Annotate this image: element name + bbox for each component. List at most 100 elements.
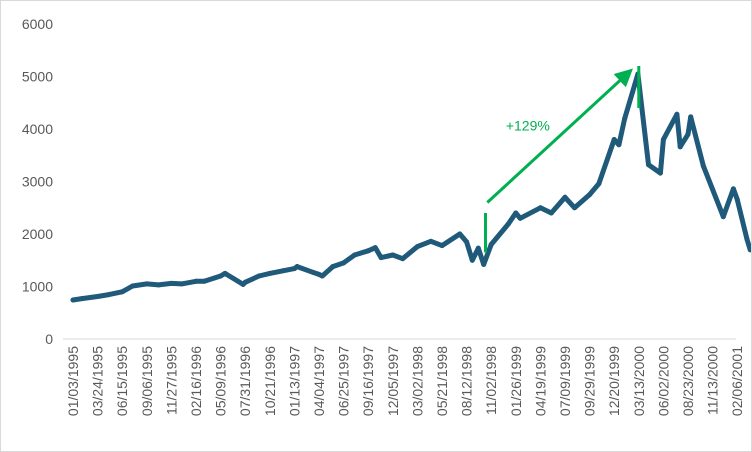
x-tick-label: 11/02/1998 [483,346,499,415]
data-point [378,255,384,261]
data-point [611,137,617,142]
series-line [70,71,751,303]
data-point [596,181,602,187]
data-point [660,137,666,142]
x-tick-label: 12/05/1997 [385,346,401,416]
data-point [428,238,434,244]
data-point [218,273,224,279]
data-point [677,144,683,150]
data-point [688,114,694,120]
y-tick-label: 4000 [22,121,53,137]
annotation-layer: +129% [484,66,641,253]
y-tick-label: 1000 [22,279,53,295]
data-point [95,293,101,299]
x-tick-label: 06/15/1995 [114,346,130,416]
data-point [130,283,136,289]
x-tick-label: 09/06/1995 [139,346,155,416]
x-tick-label: 02/06/2001 [729,346,745,416]
y-tick-label: 6000 [22,16,53,32]
x-tick-label: 09/16/1997 [360,346,376,416]
data-point [201,278,207,284]
x-tick-label: 10/21/1996 [262,346,278,416]
data-point [372,245,378,251]
data-point [144,281,150,287]
arrow-icon [486,68,633,204]
data-point [352,252,358,258]
data-point [517,215,523,221]
x-tick-label: 01/26/1999 [508,346,524,416]
data-point [657,170,663,176]
x-tick-label: 05/09/1996 [213,346,229,416]
data-point [400,256,406,262]
data-point [330,264,336,270]
x-tick-label: 07/31/1996 [237,346,253,416]
data-point [457,231,463,237]
data-point [513,210,519,216]
data-point [469,257,475,263]
data-point [179,281,185,287]
x-tick-label: 11/13/2000 [705,346,721,415]
data-point [674,111,680,117]
x-tick-label: 08/23/2000 [680,346,696,416]
x-tick-label: 06/02/2000 [655,346,671,416]
data-point [310,269,316,275]
data-point [481,261,487,267]
x-tick-label: 11/27/1995 [163,346,179,415]
x-tick-label: 02/16/1996 [188,346,204,416]
data-point [119,289,125,295]
data-point [700,163,706,169]
data-point [572,205,578,211]
data-point [294,264,300,270]
data-point [168,280,174,286]
y-tick-label: 0 [45,331,53,347]
data-point [505,221,511,227]
x-tick-label: 08/12/1998 [459,346,475,416]
x-tick-label: 09/29/1999 [582,346,598,416]
data-point [341,260,347,266]
data-point [562,194,568,200]
data-point [390,252,396,258]
data-point [622,116,628,121]
data-point [747,247,751,253]
data-point [646,162,652,168]
x-tick-label: 03/24/1995 [90,346,106,416]
x-tick-label: 04/04/1997 [311,346,327,416]
data-point [365,248,371,254]
x-tick-label: 03/02/1998 [409,346,425,416]
data-point [319,273,325,279]
data-point [685,131,691,137]
y-tick-label: 3000 [22,174,53,190]
data-point [475,245,481,251]
data-point [616,142,622,148]
data-point [70,297,76,303]
data-point [744,236,750,242]
data-point [464,239,470,245]
data-point [79,296,85,302]
x-tick-label: 12/20/1999 [606,346,622,416]
x-axis: 01/03/1995 03/24/1995 06/15/1995 09/06/1995… [63,338,745,416]
data-point [710,186,716,192]
y-tick-label: 2000 [22,226,53,242]
data-point [193,278,199,284]
data-point [222,270,228,276]
growth-label: +129% [506,118,550,134]
data-point [156,282,161,288]
x-tick-label: 01/13/1997 [286,346,302,416]
data-point [242,279,248,285]
x-tick-label: 05/21/1998 [434,346,450,416]
data-point [439,243,445,249]
data-point [587,192,593,198]
y-axis: 0 1000 2000 3000 4000 5000 6000 [22,16,53,347]
x-tick-label: 06/25/1997 [336,346,352,416]
data-point [267,270,273,276]
x-tick-label: 01/03/1995 [65,346,81,416]
data-point [734,196,740,202]
data-point [488,242,494,247]
data-point [256,273,262,279]
x-tick-label: 04/19/1999 [532,346,548,416]
data-point [414,244,420,250]
data-point [548,210,554,216]
y-tick-label: 5000 [22,69,53,85]
